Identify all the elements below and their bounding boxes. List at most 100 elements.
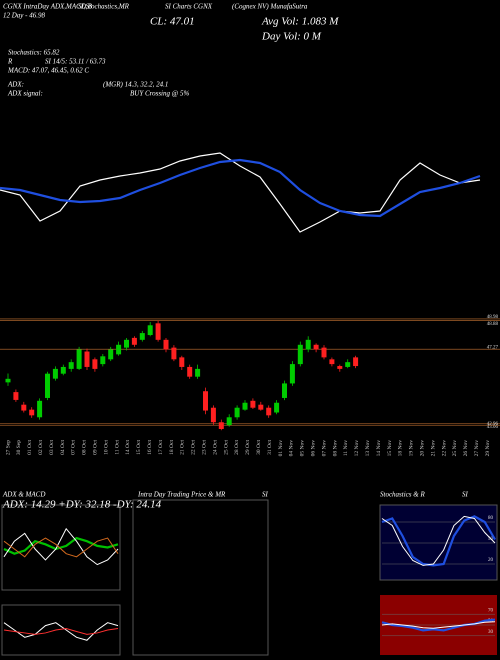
- x-tick-label: 04 Nov: [289, 440, 295, 457]
- series-line: [381, 621, 496, 629]
- candle-body: [234, 407, 240, 418]
- x-tick-label: 27 Sep: [5, 440, 11, 455]
- x-tick-label: 03 Oct: [49, 440, 55, 455]
- candle-body: [313, 344, 319, 350]
- x-tick-label: 13 Nov: [365, 440, 371, 457]
- panel-subtitle: SI: [262, 491, 269, 499]
- x-tick-label: 17 Oct: [158, 440, 164, 455]
- series-line: [3, 628, 119, 635]
- x-tick-label: 15 Oct: [136, 440, 142, 455]
- candle-body: [171, 347, 177, 360]
- candle-body: [13, 392, 19, 400]
- candle-body: [76, 349, 82, 369]
- x-tick-label: 15 Nov: [387, 440, 393, 457]
- series-line: [3, 537, 119, 558]
- annotation: BUY Crossing @ 5%: [130, 90, 189, 98]
- series-line: [0, 158, 481, 218]
- annotation: ADX signal:: [7, 90, 43, 98]
- y-tick-label: 70: [488, 608, 494, 613]
- annotation: 12 Day - 46.98: [3, 12, 45, 20]
- candle-body: [282, 383, 287, 398]
- x-tick-label: 23 Oct: [201, 440, 207, 455]
- stoch-frame: [379, 504, 498, 581]
- candle-body: [250, 400, 256, 408]
- candle-body: [29, 409, 35, 416]
- x-tick-label: 26 Nov: [463, 440, 469, 457]
- x-tick-label: 21 Nov: [430, 440, 436, 457]
- x-tick-label: 10 Oct: [103, 440, 109, 455]
- y-tick-label: 20: [488, 558, 494, 563]
- y-tick-label: 48.98: [487, 315, 499, 320]
- x-tick-label: 08 Nov: [332, 440, 338, 457]
- candle-body: [179, 357, 185, 367]
- x-tick-label: 18 Oct: [169, 440, 175, 455]
- x-tick-label: 22 Oct: [191, 440, 197, 455]
- series-line: [3, 527, 119, 566]
- annotation: (Cognex NV) MunafaSutra: [232, 3, 308, 11]
- candle-body: [321, 347, 327, 358]
- x-tick-label: 14 Oct: [125, 440, 131, 455]
- x-tick-label: 27 Nov: [474, 440, 480, 457]
- candle-body: [21, 404, 27, 411]
- panel-subtitle: ADX: 14.29 +DY: 32.18 -DY: 24.14: [2, 499, 162, 511]
- x-tick-label: 21 Oct: [180, 440, 186, 455]
- macd-frame: [1, 604, 121, 656]
- candle-body: [131, 337, 137, 345]
- y-tick-label: 48.88: [487, 322, 499, 327]
- annotation: SI,Stochastics,MR: [78, 3, 130, 11]
- y-tick-label: 30: [488, 630, 494, 635]
- candle-body: [84, 351, 90, 367]
- candle-body: [203, 391, 208, 411]
- x-tick-label: 09 Oct: [92, 440, 98, 455]
- candle-body: [337, 366, 343, 369]
- candle-body: [100, 356, 106, 365]
- candle-body: [218, 422, 224, 429]
- candle-body: [124, 339, 129, 348]
- intraday-frame: [132, 499, 269, 656]
- series-line: [0, 152, 481, 233]
- candle-body: [353, 357, 359, 367]
- y-tick-label: 43.06: [487, 425, 499, 430]
- candle-body: [68, 362, 74, 369]
- x-tick-label: 07 Nov: [321, 440, 327, 457]
- candle-body: [345, 362, 351, 367]
- x-tick-label: 30 Oct: [256, 440, 262, 455]
- annotation: Avg Vol: 1.083 M: [261, 16, 339, 28]
- candle-body: [45, 373, 50, 398]
- candle-body: [226, 417, 232, 426]
- candle-body: [52, 368, 58, 379]
- x-tick-label: 25 Oct: [223, 440, 229, 455]
- candle-body: [92, 359, 98, 369]
- y-tick-label: 80: [488, 516, 494, 521]
- x-tick-label: 05 Nov: [300, 440, 306, 457]
- candle-body: [266, 407, 272, 416]
- y-tick-label: 50: [488, 537, 494, 542]
- candle-body: [60, 366, 66, 374]
- x-tick-label: 29 Oct: [245, 440, 251, 455]
- series-line: [381, 515, 496, 567]
- annotation: R: [7, 58, 13, 66]
- annotation: ADX:: [7, 81, 24, 89]
- annotation: MACD: 47.07, 46.45, 0.62 C: [7, 67, 89, 75]
- x-tick-label: 12 Nov: [354, 440, 360, 457]
- x-tick-label: 22 Nov: [441, 440, 447, 457]
- x-tick-label: 25 Nov: [452, 440, 458, 457]
- x-tick-label: 19 Nov: [409, 440, 415, 457]
- x-tick-label: 31 Oct: [267, 440, 273, 455]
- x-tick-label: 30 Sep: [16, 440, 22, 455]
- candle-body: [116, 344, 122, 355]
- y-tick-label: 47.27: [487, 345, 499, 350]
- candle-body: [210, 407, 216, 423]
- series-line: [381, 515, 496, 566]
- x-tick-label: 04 Oct: [60, 440, 66, 455]
- series-line: [3, 622, 119, 641]
- candle-body: [195, 368, 201, 377]
- x-tick-label: 11 Oct: [114, 440, 120, 455]
- x-tick-label: 06 Nov: [310, 440, 316, 457]
- annotation: SI Charts CGNX: [165, 3, 213, 11]
- candle-body: [187, 366, 193, 377]
- candle-body: [274, 402, 280, 413]
- panel-title: Intra Day Trading Price & MR: [137, 491, 226, 499]
- y-tick-label: 42.96: [487, 422, 499, 427]
- x-tick-label: 18 Nov: [398, 440, 404, 457]
